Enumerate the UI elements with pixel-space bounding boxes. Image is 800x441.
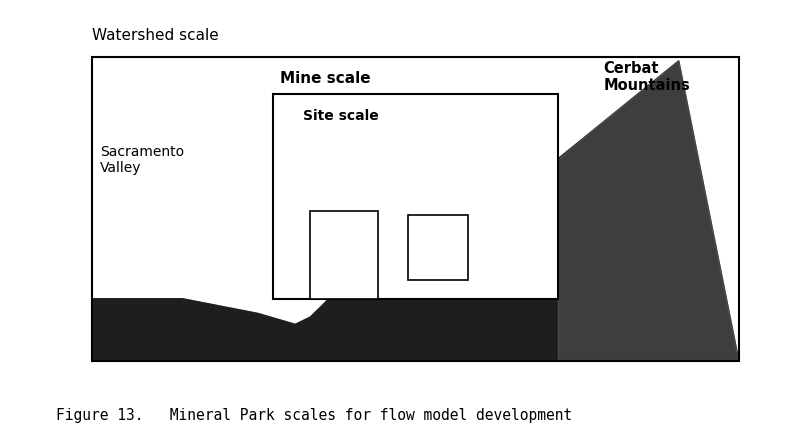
Text: Site scale: Site scale — [302, 109, 378, 123]
Bar — [310, 211, 378, 299]
Text: Figure 13.   Mineral Park scales for flow model development: Figure 13. Mineral Park scales for flow … — [56, 408, 572, 423]
Bar — [273, 94, 558, 299]
Polygon shape — [558, 61, 739, 361]
Polygon shape — [92, 299, 295, 361]
Text: Sacramento
Valley: Sacramento Valley — [100, 145, 184, 175]
Text: Cerbat
Mountains: Cerbat Mountains — [603, 61, 690, 93]
Text: Mine scale: Mine scale — [280, 71, 370, 86]
Text: Watershed scale: Watershed scale — [92, 27, 219, 42]
Bar — [92, 57, 739, 361]
Polygon shape — [92, 61, 739, 361]
Bar — [408, 214, 468, 280]
